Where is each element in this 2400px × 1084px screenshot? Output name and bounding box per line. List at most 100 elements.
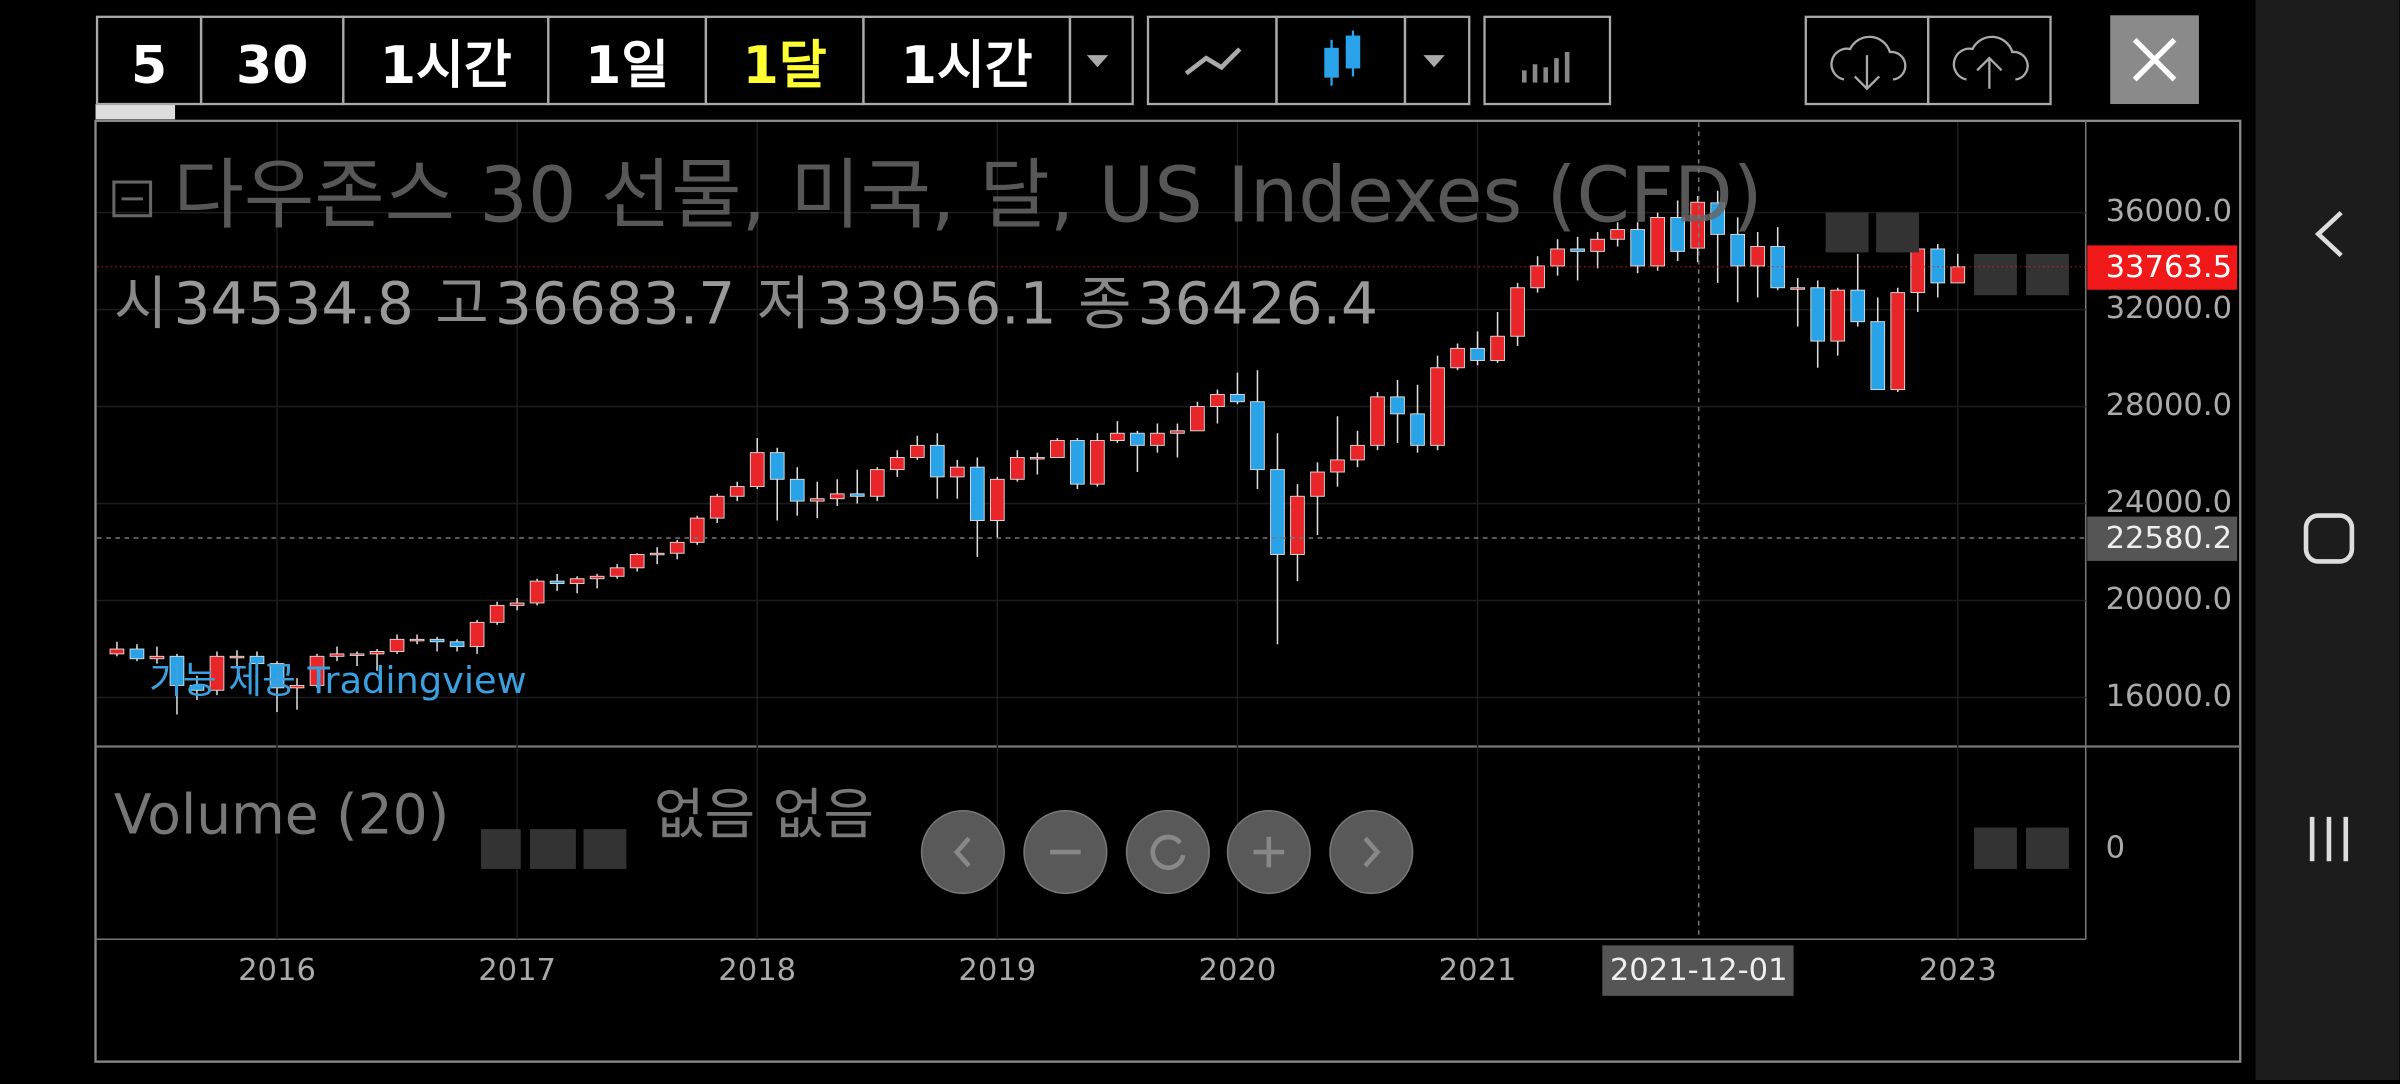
home-button[interactable] xyxy=(2303,513,2355,564)
ohlc-key: 고 xyxy=(435,270,488,338)
candle-body xyxy=(1250,401,1265,471)
scroll-left-button[interactable] xyxy=(920,810,1005,895)
upload-button[interactable] xyxy=(1927,15,2052,106)
y-tick-label: 36000.0 xyxy=(2106,194,2232,229)
candle-body xyxy=(529,580,545,604)
move-down-button[interactable] xyxy=(1974,253,2017,296)
candle-body xyxy=(1190,406,1205,432)
interval-label: 1달 xyxy=(743,36,827,96)
interval-label: 5 xyxy=(131,36,167,96)
ohlc-readout: 시 34534.8 고 36683.7 저 33956.1 종 36426.4 xyxy=(114,270,1378,338)
upload-icon xyxy=(1952,35,2029,89)
zoom-icons xyxy=(953,834,1381,870)
crosshair-date-box xyxy=(1602,945,1794,996)
candle-body xyxy=(1750,246,1766,267)
recents-button[interactable] xyxy=(2309,816,2349,862)
candle-body xyxy=(649,552,665,556)
ohlc-key: 시 xyxy=(114,270,167,338)
eye-button[interactable] xyxy=(481,829,521,869)
ohlc-value: 33956.1 xyxy=(816,270,1056,338)
indicator-button[interactable] xyxy=(1483,15,1612,106)
remove-button[interactable] xyxy=(583,829,627,869)
candle-body xyxy=(209,655,225,691)
candle-body xyxy=(1630,229,1645,267)
candle-body xyxy=(709,495,725,519)
line-icon xyxy=(1184,47,1242,76)
chart-title: 다우존스 30 선물, 미국, 달, US Indexes (CFD) xyxy=(174,151,1763,240)
candle-body xyxy=(969,466,985,521)
candle-body xyxy=(1350,444,1365,461)
volume-status: 없음 없음 xyxy=(654,783,874,847)
pane-controls xyxy=(1825,212,2069,869)
ohlc-value: 36683.7 xyxy=(495,270,735,338)
candle-body xyxy=(629,554,645,569)
chart-type-dropdown[interactable] xyxy=(1403,15,1471,106)
candle-body xyxy=(1670,216,1685,252)
reset-button[interactable] xyxy=(1125,810,1210,895)
x-tick-label: 2023 xyxy=(1919,953,1997,988)
candle-body xyxy=(729,486,745,497)
candle-body xyxy=(1610,229,1625,240)
candle-body xyxy=(1370,396,1385,446)
y-tick-label: 20000.0 xyxy=(2106,582,2232,617)
move-up-button[interactable] xyxy=(1974,827,2017,869)
candle-body xyxy=(1550,248,1565,267)
crosshair-date-label: 2021-12-01 xyxy=(1610,953,1788,988)
candle-body xyxy=(1730,233,1746,267)
eye-button[interactable] xyxy=(1825,212,1869,253)
collapse-box[interactable] xyxy=(112,180,153,218)
candle-body xyxy=(1390,396,1405,415)
toolbar: 5 30 1시간 1일 1달 1시간 xyxy=(95,15,1134,106)
ohlc-value: 34534.8 xyxy=(173,270,413,338)
candle-body xyxy=(469,621,485,648)
candle-body xyxy=(669,541,685,554)
candle-body xyxy=(109,648,125,655)
candle-body xyxy=(1510,287,1525,337)
overlay: 33763.5 22580.2 2021-12-01 xyxy=(97,122,2238,996)
candle-body xyxy=(1830,289,1846,342)
x-tick-label: 2019 xyxy=(958,953,1036,988)
candle-body xyxy=(189,684,205,691)
candle-body xyxy=(1470,347,1485,361)
candle-body xyxy=(1650,216,1665,267)
candle-body xyxy=(849,493,865,497)
candle-body xyxy=(1530,265,1545,289)
candle-body xyxy=(989,478,1005,521)
ohlc-value: 36426.4 xyxy=(1138,270,1378,338)
candle-body xyxy=(929,444,945,478)
candle-body xyxy=(149,655,165,660)
settings-button[interactable] xyxy=(1876,212,1919,253)
ohlc-key: 저 xyxy=(757,270,810,338)
candle-body xyxy=(1570,248,1585,252)
crosshair-price-box xyxy=(2087,516,2238,561)
close-icon xyxy=(2132,37,2177,82)
candle-body xyxy=(1030,457,1045,460)
candle-body xyxy=(1270,469,1285,555)
download-icon xyxy=(1830,35,1907,91)
candle-body xyxy=(1710,202,1726,235)
candle-body xyxy=(129,648,145,660)
candle-body xyxy=(1950,266,1966,284)
y-tick-label: 28000.0 xyxy=(2106,388,2232,423)
x-tick-label: 2020 xyxy=(1199,953,1277,988)
scroll-right-button[interactable] xyxy=(1329,810,1414,895)
candle-body xyxy=(289,684,305,689)
candle-body xyxy=(169,655,185,686)
candle-body xyxy=(369,651,385,655)
back-button[interactable] xyxy=(2314,210,2343,258)
x-tick-label: 2018 xyxy=(718,953,796,988)
x-tick-label: 2017 xyxy=(478,953,556,988)
candle-body xyxy=(869,469,885,497)
scroll-tab[interactable] xyxy=(95,104,176,120)
candle-body xyxy=(1230,393,1245,403)
interval-dropdown[interactable] xyxy=(1068,15,1134,106)
maximize-button[interactable] xyxy=(2026,253,2069,296)
candle-body xyxy=(489,604,505,623)
candle-body xyxy=(1930,248,1946,284)
settings-button[interactable] xyxy=(529,829,576,869)
candle-body xyxy=(249,655,265,665)
candle-body xyxy=(1410,413,1425,446)
maximize-button[interactable] xyxy=(2026,827,2069,869)
